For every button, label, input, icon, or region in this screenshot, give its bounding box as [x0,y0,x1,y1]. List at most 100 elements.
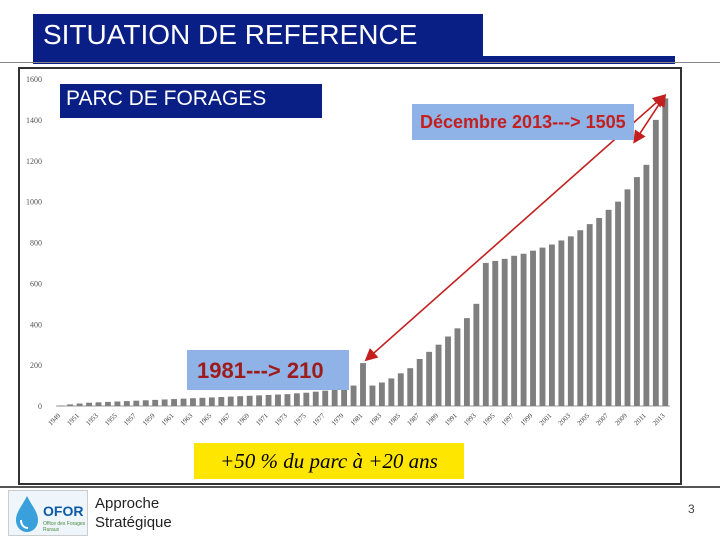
bar-1969 [246,395,253,406]
bar-1962 [180,398,187,406]
title-underline [33,56,675,64]
x-tick-label: 1985 [387,411,403,427]
bar-1972 [275,394,281,406]
bar-2009 [624,189,631,406]
bar-1976 [312,391,319,406]
x-tick-label: 1977 [311,411,327,427]
x-tick-label: 1961 [160,411,176,427]
x-tick-label: 1963 [179,411,195,427]
bar-1959 [152,399,159,406]
x-tick-label: 1951 [65,411,81,427]
bar-1950 [67,404,74,406]
bar-1964 [199,397,206,406]
footer-line-1: Approche [95,495,160,512]
bar-1983 [378,382,385,406]
bar-1971 [265,394,272,406]
bar-2012 [652,119,659,406]
trend-arrows [364,93,667,362]
bar-series [57,98,669,407]
x-tick-label: 1989 [424,411,440,427]
bar-1987 [416,358,423,406]
bar-1949 [57,405,64,407]
bar-1955 [114,401,121,406]
bar-1991 [454,328,461,406]
x-tick-label: 1999 [519,411,535,427]
x-tick-label: 1993 [462,411,478,427]
x-tick-label: 1979 [330,411,346,427]
x-tick-label: 2001 [538,411,554,427]
bar-2013 [662,98,669,407]
bar-1958 [142,400,149,406]
x-tick-label: 1953 [84,411,100,427]
bar-1982 [369,385,376,406]
bar-1963 [190,398,196,406]
chart-subtitle: PARC DE FORAGES [60,84,322,118]
bar-1994 [482,262,489,406]
bar-1951 [76,403,83,406]
bar-1980 [350,385,357,406]
bar-2004 [577,230,584,406]
bar-2002 [558,240,565,406]
bar-1968 [237,396,244,406]
ofor-logo: OFOR Office des Forages Ruraux [8,490,88,536]
bar-1999 [530,250,536,406]
x-tick-label: 1981 [349,411,365,427]
x-tick-label: 2013 [651,411,667,427]
bar-2003 [567,236,574,406]
bar-1993 [473,303,480,406]
bar-1977 [322,390,329,406]
bar-2001 [548,244,555,406]
bar-1965 [208,397,215,406]
bar-1961 [171,399,178,406]
y-tick-label: 0 [38,402,42,411]
y-tick-label: 200 [30,361,42,370]
x-tick-label: 1973 [273,411,289,427]
bar-1981 [360,363,366,406]
x-tick-label: 2005 [576,411,592,427]
bottom-rule [0,486,720,488]
growth-arrow [364,94,666,362]
bar-1984 [388,378,395,406]
annotation-december-2013: Décembre 2013---> 1505 [412,104,634,140]
bar-1986 [407,368,414,406]
y-tick-label: 400 [30,320,42,329]
x-tick-label: 1965 [198,411,214,427]
bar-1997 [511,255,518,406]
y-tick-label: 1000 [26,198,42,207]
top-rule [0,62,720,63]
x-tick-label: 1995 [481,411,497,427]
bar-1970 [256,395,263,406]
x-tick-label: 1955 [103,411,119,427]
bar-1967 [227,396,234,406]
bar-2011 [643,164,650,406]
december-2013-pointer [633,93,667,144]
x-tick-label: 1991 [443,411,459,427]
x-tick-label: 1967 [217,411,233,427]
x-tick-label: 1949 [47,411,63,427]
x-tick-label: 2003 [557,411,573,427]
bar-1957 [133,400,140,406]
bar-1974 [293,393,300,406]
page-number: 3 [688,502,695,516]
bar-2010 [634,177,640,406]
bar-1978 [331,389,338,406]
bar-2006 [596,217,603,406]
footer-label: Approche Stratégique [95,494,172,532]
x-tick-label: 2009 [613,411,629,427]
y-tick-label: 1200 [26,157,42,166]
bar-1996 [501,258,508,406]
bar-1953 [95,402,102,406]
bar-1956 [123,401,130,406]
bar-2008 [615,201,621,406]
bar-1979 [341,387,348,406]
x-tick-label: 1971 [254,411,270,427]
annotation-growth: +50 % du parc à +20 ans [194,443,464,479]
logo-text: OFOR [43,503,84,519]
slide-title: SITUATION DE REFERENCE [33,14,483,56]
bar-1985 [397,373,404,406]
x-tick-label: 1969 [236,411,252,427]
bar-2000 [539,247,546,406]
bar-2007 [605,209,612,406]
bar-1998 [520,253,527,406]
